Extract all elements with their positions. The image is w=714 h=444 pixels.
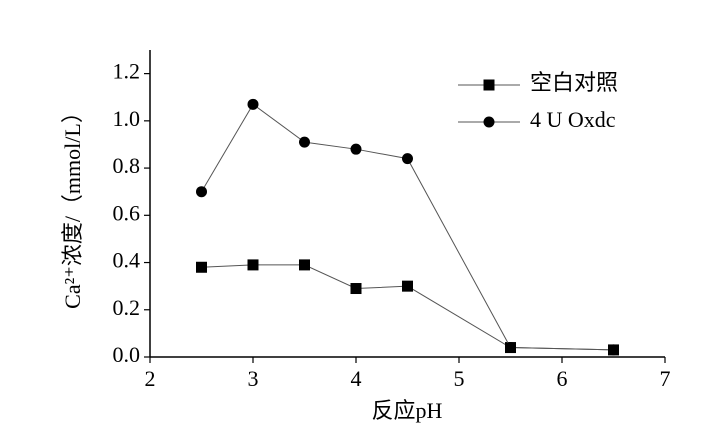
x-tick-label: 5 (454, 366, 465, 391)
series-line (201, 103, 614, 351)
series-line (201, 264, 614, 351)
marker (196, 186, 207, 198)
marker (247, 98, 259, 110)
marker (350, 283, 362, 295)
marker (299, 136, 310, 148)
y-axis-label: Ca²⁺浓度/（mmol/L） (60, 101, 85, 309)
marker (299, 259, 310, 271)
legend-marker (483, 116, 495, 128)
y-tick-label: 0.6 (113, 200, 141, 225)
y-tick-label: 1.0 (113, 106, 141, 131)
x-tick-label: 3 (248, 366, 259, 391)
marker (402, 153, 413, 165)
y-tick-label: 1.2 (113, 59, 141, 84)
y-tick-label: 0.2 (113, 295, 141, 320)
legend-label: 4 U Oxdc (530, 107, 616, 132)
x-tick-label: 2 (145, 366, 156, 391)
marker (196, 261, 207, 273)
y-tick-label: 0.4 (113, 248, 141, 273)
y-tick-label: 0.8 (113, 153, 141, 178)
marker (350, 143, 362, 155)
x-tick-label: 7 (660, 366, 671, 391)
x-tick-label: 4 (351, 366, 362, 391)
marker (402, 280, 413, 292)
legend-marker (483, 79, 495, 91)
marker (608, 344, 619, 356)
marker (247, 259, 259, 271)
legend-label: 空白对照 (530, 70, 618, 95)
x-tick-label: 6 (557, 366, 568, 391)
marker (505, 342, 516, 354)
x-axis-label: 反应pH (372, 398, 443, 423)
y-tick-label: 0.0 (113, 342, 141, 367)
